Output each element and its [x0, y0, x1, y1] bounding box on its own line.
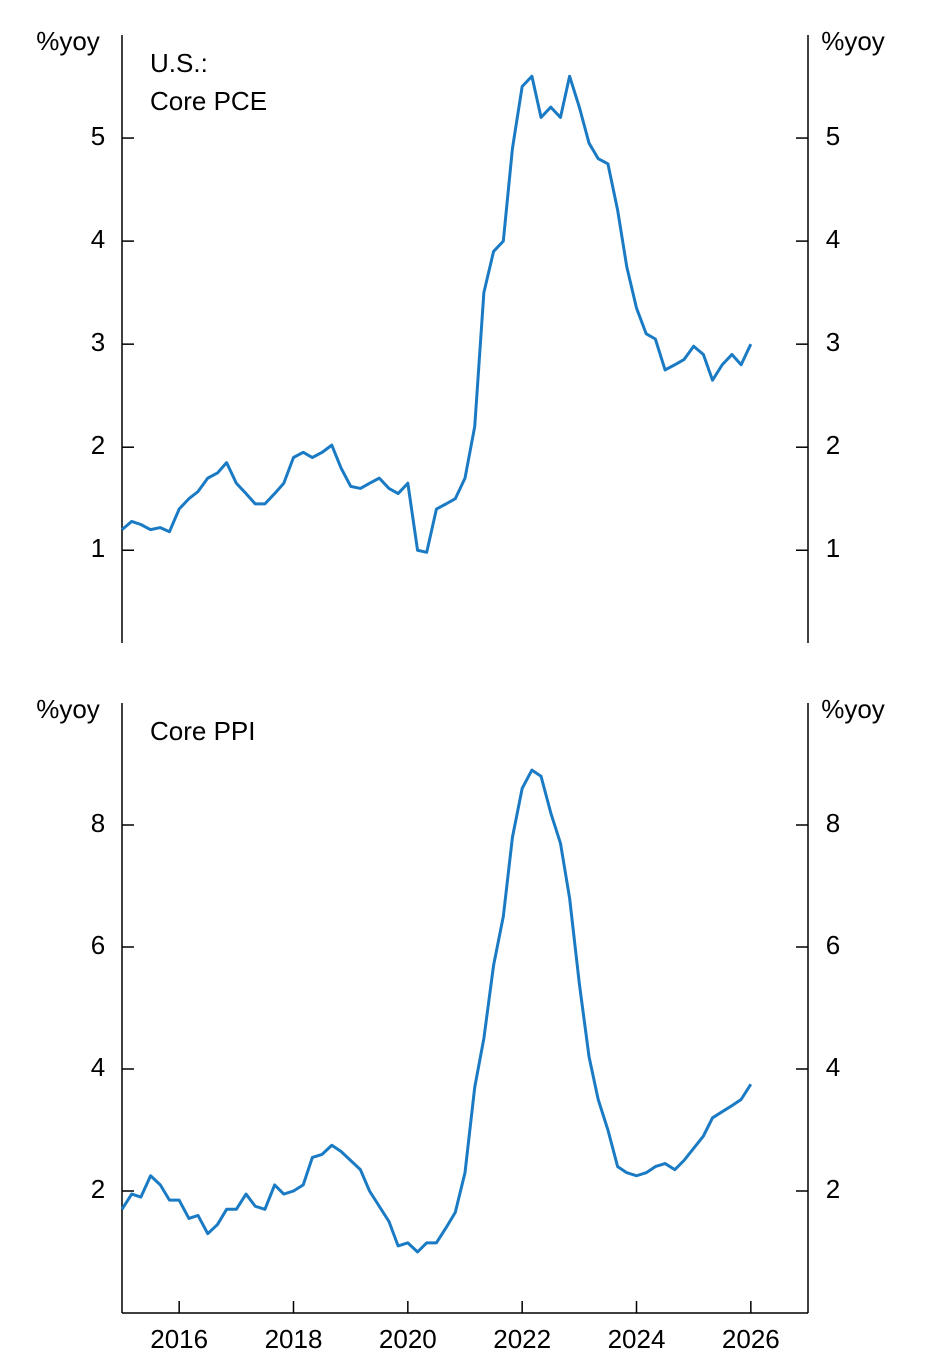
y2-tick-label: 4	[826, 224, 840, 254]
x-tick-label: 2024	[608, 1324, 666, 1354]
chart-title: Core PPI	[150, 716, 256, 746]
y-tick-label: 8	[91, 808, 105, 838]
y-tick-label: 2	[91, 430, 105, 460]
y2-tick-label: 6	[826, 930, 840, 960]
y2-tick-label: 4	[826, 1052, 840, 1082]
y2-tick-label: 5	[826, 121, 840, 151]
chart-title: Core PCE	[150, 86, 267, 116]
chart-supertitle: U.S.:	[150, 48, 208, 78]
y-tick-label: 1	[91, 533, 105, 563]
x-tick-label: 2022	[493, 1324, 551, 1354]
y-tick-label: 3	[91, 327, 105, 357]
x-tick-label: 2018	[265, 1324, 323, 1354]
data-line	[121, 74, 753, 554]
y2-tick-label: 8	[826, 808, 840, 838]
x-tick-label: 2020	[379, 1324, 437, 1354]
y-axis-label: %yoy	[36, 694, 100, 724]
y2-tick-label: 1	[826, 533, 840, 563]
y-tick-label: 4	[91, 224, 105, 254]
y2-tick-label: 3	[826, 327, 840, 357]
y-tick-label: 5	[91, 121, 105, 151]
y-tick-label: 6	[91, 930, 105, 960]
x-tick-label: 2026	[722, 1324, 780, 1354]
y2-axis-label: %yoy	[821, 26, 885, 56]
y-tick-label: 2	[91, 1174, 105, 1204]
x-tick-label: 2016	[150, 1324, 208, 1354]
y-tick-label: 4	[91, 1052, 105, 1082]
y2-axis-label: %yoy	[821, 694, 885, 724]
data-line	[120, 768, 753, 1254]
y2-tick-label: 2	[826, 1174, 840, 1204]
y-axis-label: %yoy	[36, 26, 100, 56]
y2-tick-label: 2	[826, 430, 840, 460]
